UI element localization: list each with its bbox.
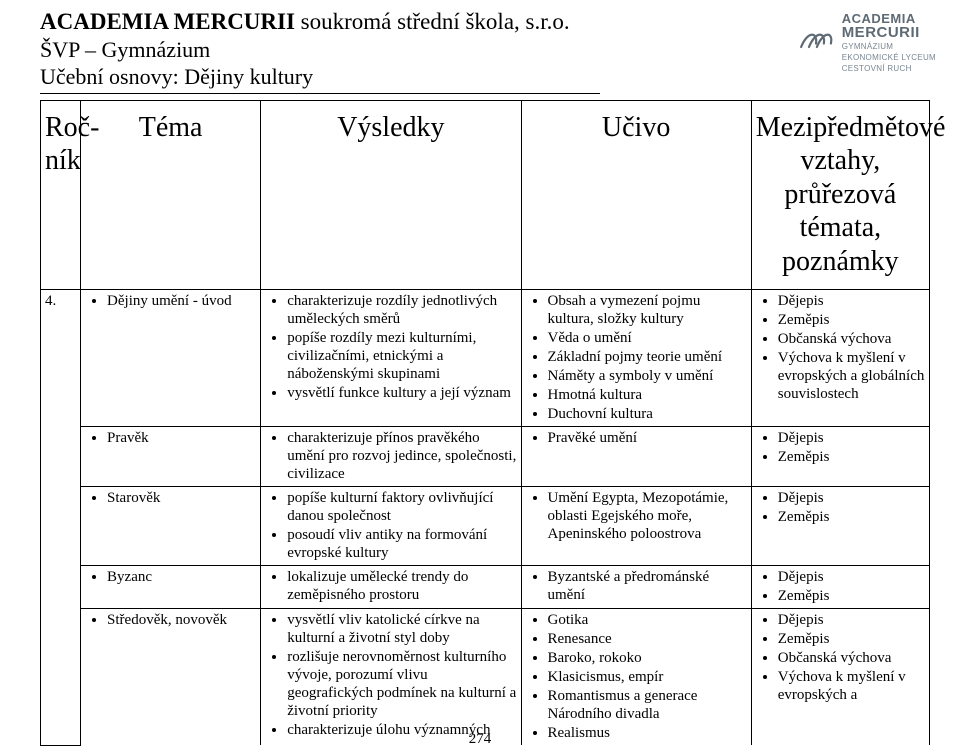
list-item: Výchova k myšlení v evropských a globáln… [778,349,925,403]
list-item: Dějepis [778,429,925,447]
table-row: Byzanc lokalizuje umělecké trendy do zem… [41,565,930,608]
logo-sub3: CESTOVNÍ RUCH [842,65,936,73]
list-item: Výchova k myšlení v evropských a [778,668,925,704]
list-item: charakterizuje rozdíly jednotlivých uměl… [287,292,516,328]
list-item: Občanská výchova [778,649,925,667]
list-item: Romantismus a generace Národního divadla [548,687,747,723]
list-item: Dějepis [778,611,925,629]
list-item: Renesance [548,630,747,648]
list-item: Gotika [548,611,747,629]
list-item: Byzantské a předrománské umění [548,568,747,604]
list-item: Základní pojmy teorie umění [548,348,747,366]
list-item: Hmotná kultura [548,386,747,404]
list-item: Umění Egypta, Mezopotámie, oblasti Egejs… [548,489,747,543]
list-item: charakterizuje přínos pravěkého umění pr… [287,429,516,483]
header-bold: ACADEMIA MERCURII [40,9,295,34]
list-item: rozlišuje nerovnoměrnost kulturního vývo… [287,648,516,720]
list-item: Náměty a symboly v umění [548,367,747,385]
list-item: Byzanc [107,568,256,586]
list-item: Zeměpis [778,630,925,648]
list-item: Zeměpis [778,311,925,329]
curriculum-table: Roč-ník Téma Výsledky Učivo Mezipředměto… [40,100,930,746]
list-item: Zeměpis [778,448,925,466]
logo-line2: MERCURII [842,25,936,40]
list-item: popíše rozdíly mezi kulturními, civiliza… [287,329,516,383]
list-item: Zeměpis [778,508,925,526]
list-item: posoudí vliv antiky na formování evropsk… [287,526,516,562]
list-item: Občanská výchova [778,330,925,348]
col-ucivo: Učivo [521,100,751,289]
list-item: vysvětlí funkce kultury a její význam [287,384,516,402]
list-item: Zeměpis [778,587,925,605]
list-item: Věda o umění [548,329,747,347]
header-line3: Učební osnovy: Dějiny kultury [40,63,798,91]
list-item: vysvětlí vliv katolické církve na kultur… [287,611,516,647]
col-vysledky: Výsledky [261,100,521,289]
col-mezi: Mezipředmětové vztahy, průřezová témata,… [751,100,929,289]
list-item: Starověk [107,489,256,507]
list-item: Dějepis [778,568,925,586]
list-item: Středověk, novověk [107,611,256,629]
list-item: Dějepis [778,292,925,310]
list-item: popíše kulturní faktory ovlivňující dano… [287,489,516,525]
list-item: Baroko, rokoko [548,649,747,667]
list-item: lokalizuje umělecké trendy do zeměpisnéh… [287,568,516,604]
list-item: Dějepis [778,489,925,507]
page-number: 274 [0,731,960,748]
table-row: Pravěk charakterizuje přínos pravěkého u… [41,426,930,486]
table-header-row: Roč-ník Téma Výsledky Učivo Mezipředměto… [41,100,930,289]
logo-sub2: EKONOMICKÉ LYCEUM [842,54,936,62]
logo-sub1: GYMNÁZIUM [842,43,936,51]
table-row: 4. Dějiny umění - úvod charakterizuje ro… [41,289,930,426]
mercury-icon [798,26,834,59]
list-item: Pravěk [107,429,256,447]
document-header: ACADEMIA MERCURII soukromá střední škola… [40,8,798,94]
list-item: Dějiny umění - úvod [107,292,256,310]
col-rocnik: Roč-ník [41,100,81,289]
col-tema: Téma [81,100,261,289]
list-item: Duchovní kultura [548,405,747,423]
table-row: Starověk popíše kulturní faktory ovlivňu… [41,486,930,565]
list-item: Pravěké umění [548,429,747,447]
header-rest: soukromá střední škola, s.r.o. [295,9,570,34]
header-rule [40,93,600,94]
header-line2: ŠVP – Gymnázium [40,36,798,64]
list-item: Obsah a vymezení pojmu kultura, složky k… [548,292,747,328]
school-logo: ACADEMIA MERCURII GYMNÁZIUM EKONOMICKÉ L… [798,12,936,73]
